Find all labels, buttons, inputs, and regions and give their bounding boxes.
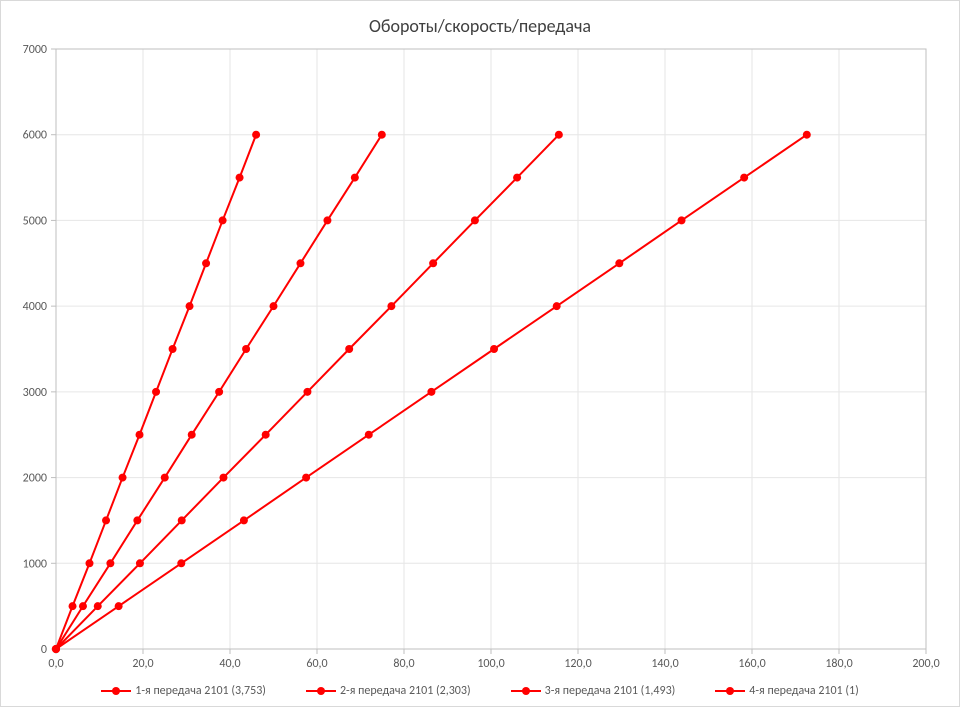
legend-swatch-icon [715,686,745,696]
svg-text:140,0: 140,0 [651,657,678,671]
svg-text:1000: 1000 [23,557,47,571]
legend-item: 3-я передача 2101 (1,493) [511,684,676,698]
svg-text:2000: 2000 [23,472,47,486]
svg-text:40,0: 40,0 [219,657,240,671]
svg-text:4000: 4000 [23,300,47,314]
legend-label: 2-я передача 2101 (2,303) [340,684,471,698]
svg-text:80,0: 80,0 [393,657,414,671]
legend-label: 3-я передача 2101 (1,493) [545,684,676,698]
svg-text:200,0: 200,0 [912,657,939,671]
legend-swatch-icon [101,686,131,696]
svg-text:0,0: 0,0 [48,657,63,671]
svg-text:3000: 3000 [23,386,47,400]
svg-text:6000: 6000 [23,129,47,143]
chart-title: Обороты/скорость/передача [1,15,959,37]
legend-label: 4-я передача 2101 (1) [749,684,858,698]
svg-text:5000: 5000 [23,214,47,228]
legend-label: 1-я передача 2101 (3,753) [135,684,266,698]
legend-item: 2-я передача 2101 (2,303) [306,684,471,698]
legend-item: 1-я передача 2101 (3,753) [101,684,266,698]
svg-text:60,0: 60,0 [306,657,327,671]
chart-container: Обороты/скорость/передача 0,0 20,0 40,0 60,… [0,0,960,707]
svg-text:20,0: 20,0 [132,657,153,671]
svg-text:7000: 7000 [23,43,47,57]
svg-text:100,0: 100,0 [477,657,504,671]
svg-text:180,0: 180,0 [825,657,852,671]
legend: 1-я передача 2101 (3,753) 2-я передача 21… [1,684,959,698]
chart-svg: 0,0 20,0 40,0 60,0 80,0 100,0 120,0 140,0 160,0 1… [1,1,960,708]
svg-text:120,0: 120,0 [564,657,591,671]
svg-text:160,0: 160,0 [738,657,765,671]
legend-swatch-icon [306,686,336,696]
legend-item: 4-я передача 2101 (1) [715,684,858,698]
svg-text:0: 0 [41,643,47,657]
legend-swatch-icon [511,686,541,696]
